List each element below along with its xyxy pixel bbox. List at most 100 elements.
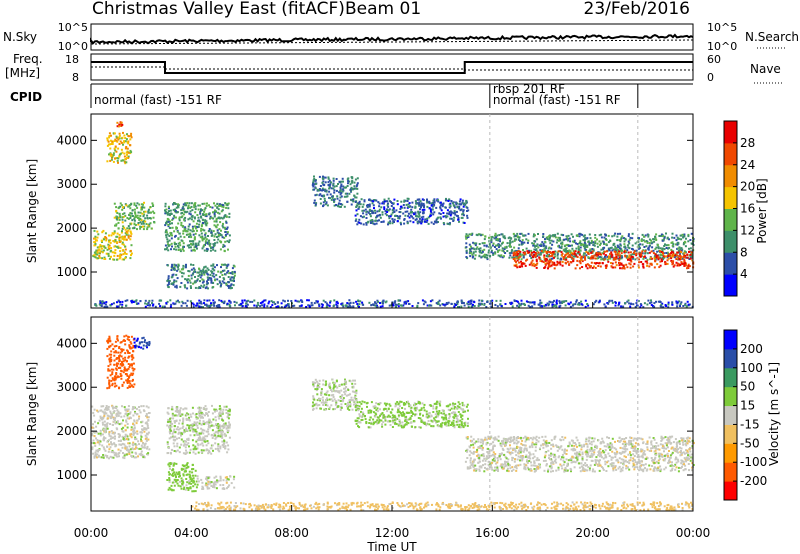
heatmap-cell [164,224,167,227]
heatmap-cell [617,251,620,254]
heatmap-cell [191,273,194,276]
heatmap-cell [220,270,223,273]
heatmap-cell [481,303,483,306]
heatmap-cell [578,252,581,255]
heatmap-cell [397,216,400,219]
heatmap-cell [98,303,101,306]
heatmap-cell [164,248,166,251]
heatmap-cell [629,305,632,308]
heatmap-cell [109,250,112,253]
heatmap-cell [408,216,411,219]
heatmap-cell [565,253,568,256]
heatmap-cell [569,305,572,308]
heatmap-cell [97,440,100,442]
heatmap-cell [331,195,334,198]
heatmap-cell [96,439,99,442]
heatmap-cell [225,412,228,414]
heatmap-cell [188,212,191,215]
heatmap-cell [94,442,97,445]
heatmap-cell [184,302,187,305]
heatmap-cell [226,426,229,429]
heatmap-cell [115,224,118,227]
heatmap-cell [122,357,125,360]
heatmap-cell [135,215,138,218]
heatmap-cell [105,407,107,409]
heatmap-cell [420,204,423,207]
heatmap-cell [186,202,189,205]
heatmap-cell [648,245,651,248]
heatmap-cell [549,242,552,245]
heatmap-cell [165,236,168,239]
heatmap-cell [201,439,204,442]
heatmap-cell [551,261,554,264]
heatmap-cell [229,287,232,290]
heatmap-cell [340,195,343,198]
heatmap-cell [466,234,469,237]
heatmap-cell [437,216,440,219]
heatmap-cell [396,215,399,217]
heatmap-cell [133,202,136,205]
heatmap-cell [688,247,690,250]
heatmap-cell [211,437,214,439]
heatmap-cell [326,204,329,207]
heatmap-cell [108,346,111,349]
heatmap-cell [114,422,117,425]
heatmap-cell [528,249,530,252]
heatmap-cell [203,266,206,269]
heatmap-cell [150,227,153,230]
heatmap-cell [122,381,125,384]
heatmap-cell [342,180,344,183]
heatmap-cell [181,248,184,251]
heatmap-cell [686,267,688,270]
heatmap-cell [102,428,105,431]
heatmap-cell [93,408,96,411]
heatmap-cell [561,260,564,263]
heatmap-cell [527,301,530,303]
heatmap-cell [654,235,656,238]
heatmap-cell [103,413,106,416]
heatmap-cell [263,303,266,306]
heatmap-cell [367,205,370,208]
heatmap-cell [185,407,188,410]
heatmap-cell [500,304,503,307]
heatmap-cell [108,434,111,437]
heatmap-cell [223,250,226,253]
heatmap-cell [165,248,168,251]
heatmap-cell [146,445,149,448]
heatmap-cell [494,252,497,255]
heatmap-cell [173,303,176,306]
heatmap-cell [634,258,637,261]
heatmap-cell [201,235,204,238]
heatmap-cell [126,338,129,341]
heatmap-cell [454,213,457,216]
heatmap-cell [577,303,580,306]
heatmap-cell [291,305,294,307]
heatmap-cell [650,250,653,253]
heatmap-cell [124,214,127,217]
heatmap-cell [528,263,531,266]
heatmap-cell [665,244,668,247]
heatmap-cell [497,254,500,257]
heatmap-cell [534,245,537,248]
heatmap-cell [117,375,120,378]
heatmap-cell [375,216,377,219]
heatmap-cell [671,301,674,304]
heatmap-cell [149,206,152,208]
heatmap-cell [139,211,142,214]
heatmap-cell [485,306,488,308]
heatmap-cell [523,303,526,306]
heatmap-cell [677,262,680,265]
power-ylabel: Slant Range [km] [25,159,39,263]
heatmap-cell [213,224,216,227]
heatmap-cell [152,303,155,306]
heatmap-cell [445,216,448,219]
heatmap-cell [274,303,277,305]
heatmap-cell [683,256,686,259]
heatmap-cell [103,411,106,414]
heatmap-cell [259,305,262,308]
frequency-line [91,61,693,74]
heatmap-cell [384,200,387,203]
heatmap-cell [658,266,661,269]
y-tick-label: 4000 [56,133,87,147]
heatmap-cell [127,155,130,158]
